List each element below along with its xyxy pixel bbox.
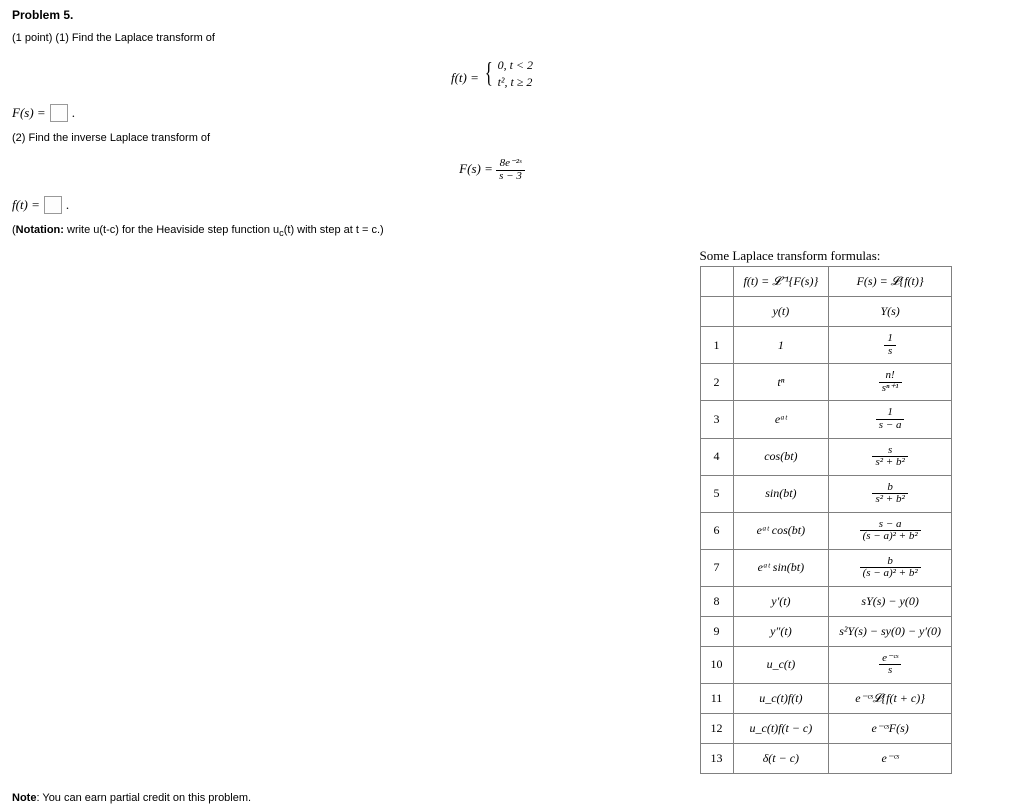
- row-index: 2: [700, 364, 733, 401]
- eq2-denominator: s − 3: [496, 171, 525, 183]
- table-row: 5sin(bt)bs² + b²: [700, 475, 951, 512]
- row-ft: y″(t): [733, 616, 829, 646]
- table-row: 3eᵃᵗ1s − a: [700, 401, 951, 438]
- row-Fs: 1s: [829, 327, 952, 364]
- row-ft: u_c(t): [733, 646, 829, 683]
- note-text: : You can earn partial credit on this pr…: [36, 792, 251, 804]
- part1-prompt: (1 point) (1) Find the Laplace transform…: [12, 32, 1012, 44]
- notation-bold: Notation:: [16, 224, 64, 236]
- table-row: 4cos(bt)ss² + b²: [700, 438, 951, 475]
- row-ft: u_c(t)f(t): [733, 684, 829, 714]
- part2-prompt: (2) Find the inverse Laplace transform o…: [12, 132, 1012, 144]
- table-header-row: f(t) = 𝓛⁻¹{F(s)} F(s) = 𝓛{f(t)}: [700, 267, 951, 297]
- piecewise-row-1: 0, t < 2: [498, 58, 533, 73]
- hdr-blank: [700, 267, 733, 297]
- period-1: .: [72, 105, 75, 121]
- row-ft: eᵃᵗ cos(bt): [733, 512, 829, 549]
- row-Fs: s − a(s − a)² + b²: [829, 512, 952, 549]
- row-Fs: b(s − a)² + b²: [829, 549, 952, 586]
- hdr-right: F(s) = 𝓛{f(t)}: [829, 267, 952, 297]
- eq2-numerator: 8e⁻²ˢ: [496, 158, 525, 171]
- row-Fs: n!sⁿ⁺¹: [829, 364, 952, 401]
- table-row: 6eᵃᵗ cos(bt)s − a(s − a)² + b²: [700, 512, 951, 549]
- row-Fs: sY(s) − y(0): [829, 586, 952, 616]
- problem-title: Problem 5.: [12, 8, 1012, 22]
- table-row: 2tⁿn!sⁿ⁺¹: [700, 364, 951, 401]
- table-row: 111s: [700, 327, 951, 364]
- row-index: 9: [700, 616, 733, 646]
- row-ft: eᵃᵗ sin(bt): [733, 549, 829, 586]
- hdr-left: f(t) = 𝓛⁻¹{F(s)}: [733, 267, 829, 297]
- piecewise-row-2: t², t ≥ 2: [498, 75, 533, 90]
- row-index: 12: [700, 714, 733, 744]
- row-ft: δ(t − c): [733, 744, 829, 774]
- answer-1-row: F(s) = .: [12, 104, 1012, 122]
- row-Fs: e⁻ᶜˢ𝓛{f(t + c)}: [829, 684, 952, 714]
- row-Fs: s²Y(s) − sy(0) − y′(0): [829, 616, 952, 646]
- row-ft: cos(bt): [733, 438, 829, 475]
- row-index: 8: [700, 586, 733, 616]
- formula-table-wrap: Some Laplace transform formulas: f(t) = …: [12, 248, 1012, 774]
- row-index: 5: [700, 475, 733, 512]
- row-ft: tⁿ: [733, 364, 829, 401]
- table-row: 8y′(t)sY(s) − y(0): [700, 586, 951, 616]
- row-index: 13: [700, 744, 733, 774]
- row-ft: u_c(t)f(t − c): [733, 714, 829, 744]
- answer2-label: f(t) =: [12, 197, 40, 213]
- table-row: 7eᵃᵗ sin(bt)b(s − a)² + b²: [700, 549, 951, 586]
- subhdr-left: y(t): [733, 297, 829, 327]
- notation-text: (Notation: write u(t-c) for the Heavisid…: [12, 224, 1012, 238]
- notation-rest2: (t) with step at t = c.): [284, 224, 384, 236]
- row-index: 4: [700, 438, 733, 475]
- answer1-label: F(s) =: [12, 105, 46, 121]
- row-ft: sin(bt): [733, 475, 829, 512]
- table-caption: Some Laplace transform formulas:: [700, 248, 952, 264]
- row-Fs: e⁻ᶜˢs: [829, 646, 952, 683]
- answer-input-ft[interactable]: [44, 196, 62, 214]
- period-2: .: [66, 197, 69, 213]
- row-ft: eᵃᵗ: [733, 401, 829, 438]
- partial-credit-note: Note: You can earn partial credit on thi…: [12, 792, 1012, 804]
- laplace-table: f(t) = 𝓛⁻¹{F(s)} F(s) = 𝓛{f(t)} y(t) Y(s…: [700, 266, 952, 774]
- table-row: 12u_c(t)f(t − c)e⁻ᶜˢF(s): [700, 714, 951, 744]
- row-Fs: 1s − a: [829, 401, 952, 438]
- subhdr-blank: [700, 297, 733, 327]
- row-ft: 1: [733, 327, 829, 364]
- row-index: 10: [700, 646, 733, 683]
- row-index: 7: [700, 549, 733, 586]
- row-index: 3: [700, 401, 733, 438]
- table-row: 13δ(t − c)e⁻ᶜˢ: [700, 744, 951, 774]
- brace-icon: {: [485, 64, 493, 84]
- table-subheader-row: y(t) Y(s): [700, 297, 951, 327]
- row-Fs: e⁻ᶜˢ: [829, 744, 952, 774]
- eq2-lhs: F(s) =: [459, 161, 496, 176]
- row-Fs: ss² + b²: [829, 438, 952, 475]
- table-row: 10u_c(t)e⁻ᶜˢs: [700, 646, 951, 683]
- table-row: 11u_c(t)f(t)e⁻ᶜˢ𝓛{f(t + c)}: [700, 684, 951, 714]
- row-index: 11: [700, 684, 733, 714]
- row-Fs: bs² + b²: [829, 475, 952, 512]
- equation-2: F(s) = 8e⁻²ˢ s − 3: [12, 158, 1012, 182]
- note-bold: Note: [12, 792, 36, 804]
- answer-2-row: f(t) = .: [12, 196, 1012, 214]
- subhdr-right: Y(s): [829, 297, 952, 327]
- equation-1: f(t) = { 0, t < 2 t², t ≥ 2: [12, 58, 1012, 90]
- notation-rest: write u(t-c) for the Heaviside step func…: [64, 224, 279, 236]
- row-index: 1: [700, 327, 733, 364]
- row-Fs: e⁻ᶜˢF(s): [829, 714, 952, 744]
- row-ft: y′(t): [733, 586, 829, 616]
- table-row: 9y″(t)s²Y(s) − sy(0) − y′(0): [700, 616, 951, 646]
- answer-input-Fs[interactable]: [50, 104, 68, 122]
- eq1-lhs: f(t) =: [451, 70, 482, 85]
- row-index: 6: [700, 512, 733, 549]
